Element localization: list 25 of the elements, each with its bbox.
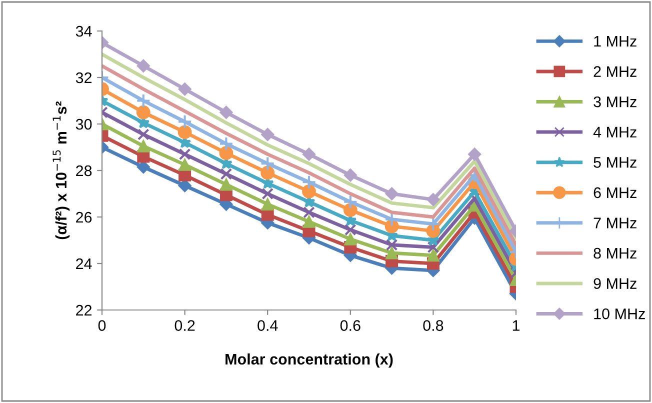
x-tick-label: 0.2	[174, 320, 195, 331]
legend-label: 3 MHz	[594, 96, 636, 108]
legend-label: 7 MHz	[594, 218, 636, 228]
y-tick-label: 24	[76, 258, 92, 270]
legend-label: 4 MHz	[593, 126, 636, 138]
y-tick-label: 26	[76, 212, 92, 223]
x-tick-label: 0	[98, 320, 106, 331]
y-tick-label: 28	[76, 165, 92, 176]
y-tick-label: 34	[76, 26, 92, 37]
y-tick-label: 30	[76, 118, 92, 130]
y-tick-label: 32	[76, 72, 92, 84]
legend-label: 8 MHz	[594, 248, 636, 259]
legend-label: 5 MHz	[594, 157, 636, 168]
x-tick-label: 0.8	[423, 320, 444, 331]
legend-label: 1 MHz	[594, 36, 636, 47]
y-axis-title: (α/f²) x 10$^{−15}$ m$^{−1}$s²	[52, 101, 70, 240]
x-tick-label: 0.4	[258, 320, 278, 331]
legend-label: 9 MHz	[594, 278, 636, 289]
legend-label: 10 MHz	[594, 308, 645, 320]
legend-label: 2 MHz	[594, 66, 636, 77]
legend-label: 6 MHz	[594, 187, 636, 198]
x-tick-label: 1	[512, 320, 520, 331]
y-tick-label: 22	[76, 304, 92, 316]
x-axis-title: Molar concentration (x)	[226, 353, 393, 368]
x-tick-label: 0.6	[340, 320, 360, 331]
